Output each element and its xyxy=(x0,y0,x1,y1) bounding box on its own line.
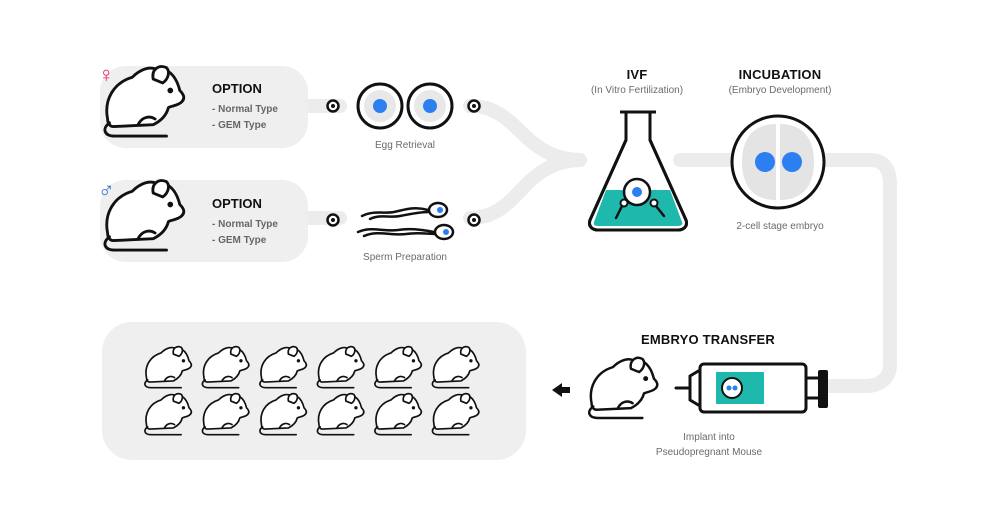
male-option-panel xyxy=(100,179,308,262)
egg-retrieval-label: Egg Retrieval xyxy=(374,140,436,151)
female-option-title: OPTION xyxy=(212,81,262,96)
egg-retrieval-icon xyxy=(356,82,454,130)
female-symbol-icon: ♀ xyxy=(98,62,115,87)
female-option-panel xyxy=(100,65,308,148)
ivf-subtitle: (In Vitro Fertilization) xyxy=(590,85,684,96)
ivf-title: IVF xyxy=(626,67,648,82)
sperm-preparation-icon xyxy=(356,201,455,241)
incubation-title: INCUBATION xyxy=(738,67,822,82)
embryo-transfer-caption-line1: Implant into xyxy=(683,432,735,443)
left-arrow-icon xyxy=(552,383,570,397)
embryo-transfer-caption-line2: Pseudopregnant Mouse xyxy=(655,447,763,458)
ivf-flask-icon xyxy=(588,110,688,232)
male-symbol-icon: ♂ xyxy=(98,177,115,202)
two-cell-embryo-icon xyxy=(730,114,826,210)
incubation-caption: 2-cell stage embryo xyxy=(736,221,824,232)
offspring-panel xyxy=(102,322,526,460)
male-option-item-1: - Normal Type xyxy=(212,219,278,230)
male-option-item-2: - GEM Type xyxy=(212,235,267,246)
pseudopregnant-mouse-icon xyxy=(588,356,659,420)
embryo-transfer-title: EMBRYO TRANSFER xyxy=(641,332,775,347)
embryo-transfer-syringe-icon xyxy=(674,362,828,414)
connector-dots xyxy=(326,99,481,227)
incubation-subtitle: (Embryo Development) xyxy=(728,85,832,96)
sperm-preparation-label: Sperm Preparation xyxy=(363,252,447,263)
female-option-item-1: - Normal Type xyxy=(212,104,278,115)
male-option-title: OPTION xyxy=(212,196,262,211)
female-option-item-2: - GEM Type xyxy=(212,120,267,131)
